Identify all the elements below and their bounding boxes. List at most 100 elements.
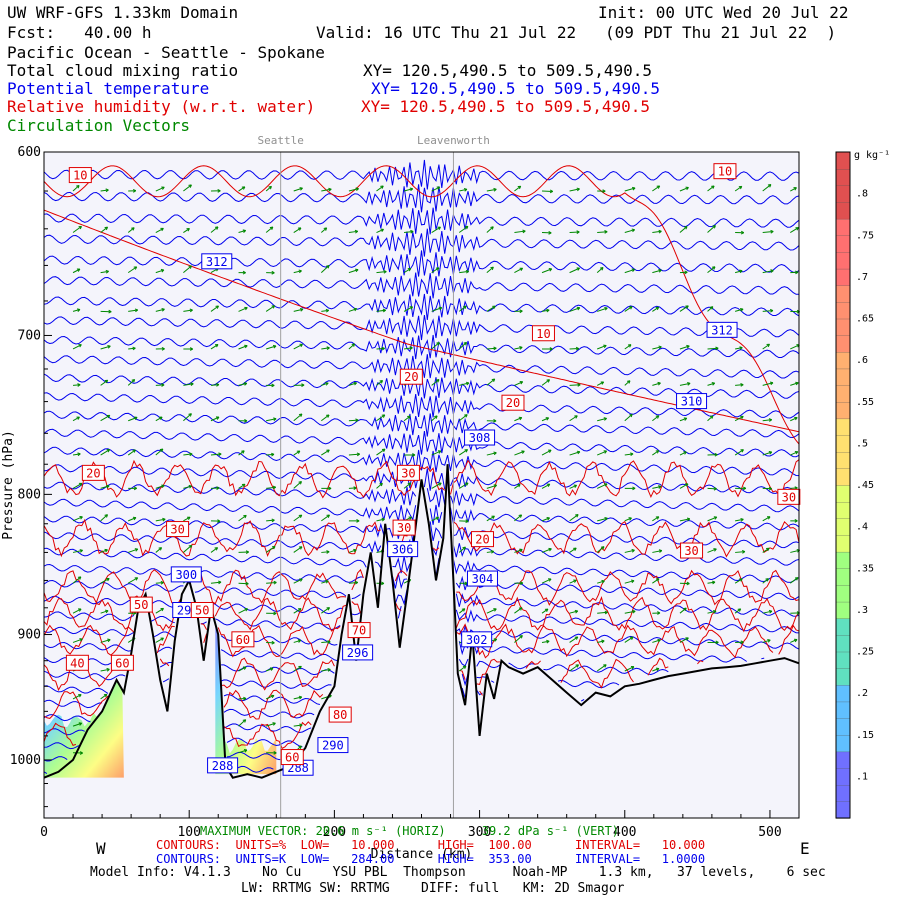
vector-arrow-25 — [100, 414, 111, 422]
vector-arrow-51 — [155, 268, 165, 274]
y-tick-label-2: 700 — [18, 328, 41, 343]
colorbar-segment — [835, 784, 851, 803]
vector-arrow-26 — [100, 449, 111, 456]
var-rh-label: Relative humidity (w.r.t. water) — [7, 97, 316, 116]
rh-label-10: 30 — [777, 488, 801, 505]
svg-text:20: 20 — [475, 533, 489, 547]
vector-arrow-325 — [679, 382, 691, 386]
theta-line-31 — [43, 272, 799, 299]
vector-arrow-209 — [458, 414, 468, 422]
vector-arrow-202 — [431, 516, 440, 522]
svg-text:296: 296 — [347, 646, 369, 660]
theta-line-2 — [43, 756, 274, 773]
vector-arrow-293 — [624, 306, 633, 312]
vector-arrow-76 — [210, 226, 219, 233]
rh-label-11: 30 — [680, 542, 704, 559]
vector-arrow-265 — [569, 383, 581, 387]
svg-text:30: 30 — [401, 466, 415, 480]
x-tick-label-5: 400 — [613, 825, 636, 840]
vector-arrow-358 — [735, 549, 746, 554]
vector-arrow-169 — [376, 185, 384, 192]
vector-arrow-171 — [376, 269, 387, 274]
vector-arrow-142 — [320, 227, 328, 233]
vector-arrow-287 — [597, 610, 608, 615]
vector-arrow-86 — [210, 580, 222, 585]
vector-arrow-247 — [541, 230, 552, 235]
colorbar-label-2: .75 — [856, 230, 874, 241]
vector-arrow-20 — [100, 226, 109, 233]
rh-label-14: 50 — [190, 602, 214, 619]
vector-arrow-63 — [183, 184, 192, 192]
svg-text:306: 306 — [392, 543, 414, 557]
rh-label-17: 60 — [231, 631, 255, 648]
vector-arrow-315 — [652, 549, 663, 553]
vector-arrow-342 — [707, 486, 717, 491]
colorbar-segment — [835, 185, 851, 203]
colorbar-label-12: .25 — [856, 647, 874, 658]
vector-arrow-164 — [348, 452, 361, 457]
colorbar-label-14: .15 — [856, 730, 874, 741]
vector-arrow-146 — [321, 382, 329, 386]
vector-arrow-129 — [293, 413, 303, 422]
var-theta-label: Potential temperature — [7, 79, 210, 98]
axes-layer: 0 100 200 300 400 500 600 700 800 900 1000 Distance… — [1, 145, 800, 862]
vector-arrow-23 — [100, 344, 111, 350]
colorbar-segment — [835, 568, 851, 586]
colorbar-label-15: .1 — [856, 771, 868, 782]
vector-arrow-250 — [542, 347, 553, 351]
vector-arrow-31 — [100, 609, 109, 614]
y-tick-label-1: 600 — [18, 145, 41, 160]
vector-arrow-360 — [734, 608, 742, 614]
vector-arrow-290 — [624, 186, 636, 192]
vector-arrow-95 — [238, 483, 246, 489]
vector-arrow-159 — [348, 268, 359, 274]
vector-arrow-366 — [762, 343, 770, 350]
vector-arrow-246 — [541, 189, 554, 194]
vector-arrow-368 — [762, 418, 773, 422]
rh-label-2: 10 — [713, 163, 737, 180]
vector-arrow-117 — [266, 611, 277, 616]
vector-arrow-85 — [210, 547, 219, 553]
vector-arrow-344 — [707, 548, 717, 553]
vector-arrow-383 — [790, 450, 799, 456]
vector-arrow-333 — [679, 637, 689, 643]
vector-arrow-311 — [652, 415, 660, 422]
rh-contour-info: CONTOURS: UNITS=% LOW= 10.000 HIGH= 100.… — [156, 838, 706, 852]
vector-arrow-245 — [514, 635, 523, 643]
vector-arrow-255 — [541, 517, 550, 522]
vector-arrow-334 — [707, 185, 715, 192]
vector-arrow-254 — [541, 483, 551, 489]
rh-label-13: 50 — [129, 596, 153, 613]
vector-arrow-280 — [596, 381, 605, 386]
vector-arrow-21 — [100, 269, 109, 274]
vector-arrow-90 — [238, 306, 248, 312]
vector-arrow-316 — [652, 578, 660, 584]
vector-arrow-178 — [376, 517, 385, 522]
vector-arrow-17 — [72, 722, 83, 727]
vector-arrow-292 — [624, 268, 635, 274]
theta-line-4 — [43, 728, 303, 748]
vector-arrow-22 — [100, 309, 112, 314]
theta-line-35 — [43, 184, 800, 213]
vector-arrow-158 — [348, 229, 359, 234]
theta-label-12: 288 — [207, 757, 239, 774]
vector-arrow-114 — [266, 518, 275, 523]
vector-arrow-244 — [514, 607, 523, 614]
vector-arrow-73 — [183, 544, 193, 553]
vector-arrow-144 — [321, 308, 330, 313]
rh-label-8: 30 — [396, 464, 420, 481]
vector-arrow-336 — [707, 266, 716, 274]
y-axis-label: Pressure (hPa) — [1, 430, 16, 540]
vector-arrow-183 — [403, 268, 412, 274]
vector-arrow-239 — [514, 450, 525, 456]
vector-arrow-167 — [348, 548, 357, 553]
vector-arrow-92 — [238, 382, 248, 386]
vector-arrow-349 — [735, 230, 745, 235]
vector-arrow-177 — [376, 482, 383, 489]
svg-text:304: 304 — [472, 572, 494, 586]
theta-label-8: 300 — [170, 566, 202, 583]
vector-arrow-24 — [100, 379, 109, 386]
vector-arrow-11 — [72, 549, 83, 553]
theta-line-8 — [43, 670, 585, 702]
vector-arrow-10 — [72, 516, 83, 522]
